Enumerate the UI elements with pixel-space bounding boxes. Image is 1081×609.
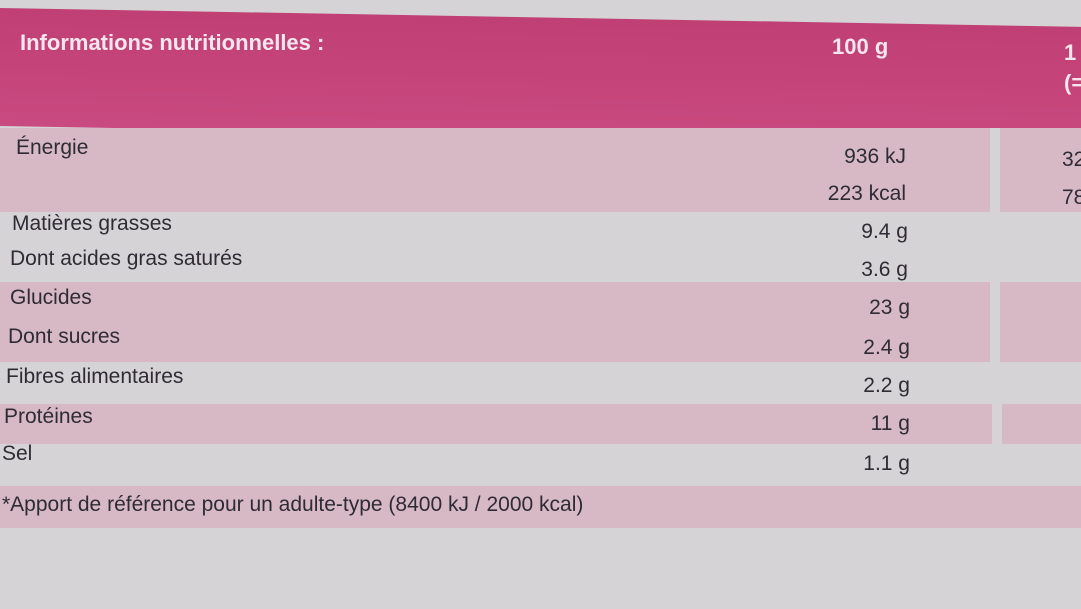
row-label: Glucides — [10, 286, 92, 309]
row-band-energy — [0, 128, 1081, 212]
footnote: *Apport de référence pour un adulte-type… — [2, 493, 584, 516]
row-label: Sel — [2, 442, 33, 465]
row-value: 2.4 g — [863, 336, 910, 359]
row-label: Fibres alimentaires — [6, 365, 184, 388]
row-value: 1.1 g — [863, 452, 910, 475]
row-label: Protéines — [4, 405, 93, 428]
row-label: Dont sucres — [8, 325, 121, 348]
footnote-band — [0, 486, 1081, 528]
row-value: 223 kcal — [827, 182, 906, 205]
table-title: Informations nutritionnelles : — [20, 30, 325, 55]
row-value: 2.2 g — [863, 374, 910, 397]
row-label: Dont acides gras saturés — [10, 247, 243, 270]
row-value: 9.4 g — [861, 220, 908, 243]
portion-line2: (= — [1064, 70, 1081, 95]
row-label: Matières grasses — [12, 212, 172, 235]
column-100g: 100 g — [832, 34, 889, 59]
row-value: 936 kJ — [844, 145, 906, 168]
row-band-proteines — [0, 404, 1081, 444]
column-divider — [990, 282, 1000, 362]
portion-line1: 1 — [1064, 40, 1077, 65]
row-portion-value: 32 — [1062, 148, 1081, 171]
column-portion: 1 (= — [1064, 38, 1081, 98]
row-band-glucides — [0, 282, 1081, 362]
row-value: 11 g — [870, 412, 910, 435]
row-value: 3.6 g — [861, 258, 908, 281]
header-band — [0, 8, 1081, 145]
row-label: Énergie — [16, 136, 89, 159]
column-divider — [992, 404, 1002, 444]
row-portion-value: 78 — [1062, 186, 1081, 209]
row-value: 23 g — [869, 296, 910, 319]
column-divider — [990, 128, 1000, 212]
